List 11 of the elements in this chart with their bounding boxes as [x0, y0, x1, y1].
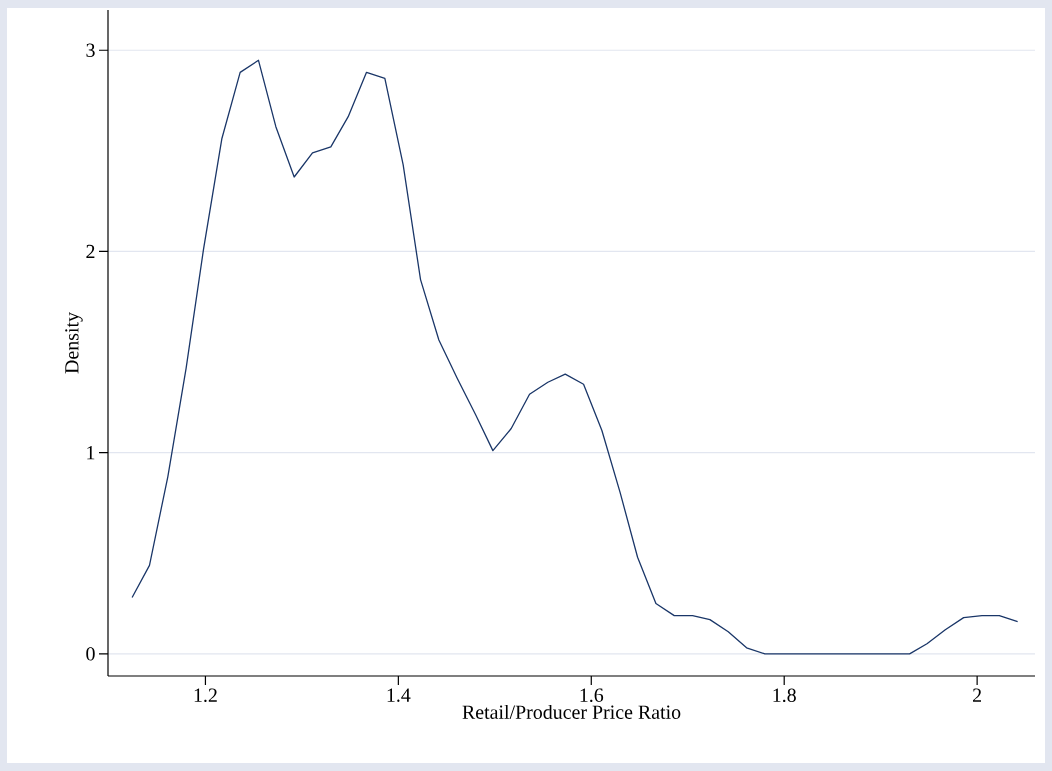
- y-tick-label: 2: [86, 244, 95, 259]
- x-tick-label: 1.6: [580, 688, 604, 702]
- y-axis-title: Density: [65, 312, 83, 374]
- x-tick-label: 1.2: [194, 688, 217, 702]
- y-tick-label: 1: [87, 446, 95, 460]
- y-tick-label: 3: [86, 43, 95, 57]
- y-tick-label: 0: [86, 647, 95, 661]
- x-axis-title: Retail/Producer Price Ratio: [462, 704, 681, 719]
- x-tick-label: 2: [973, 688, 982, 702]
- x-tick-label: 1.4: [387, 688, 411, 702]
- x-tick-label: 1.8: [773, 688, 796, 703]
